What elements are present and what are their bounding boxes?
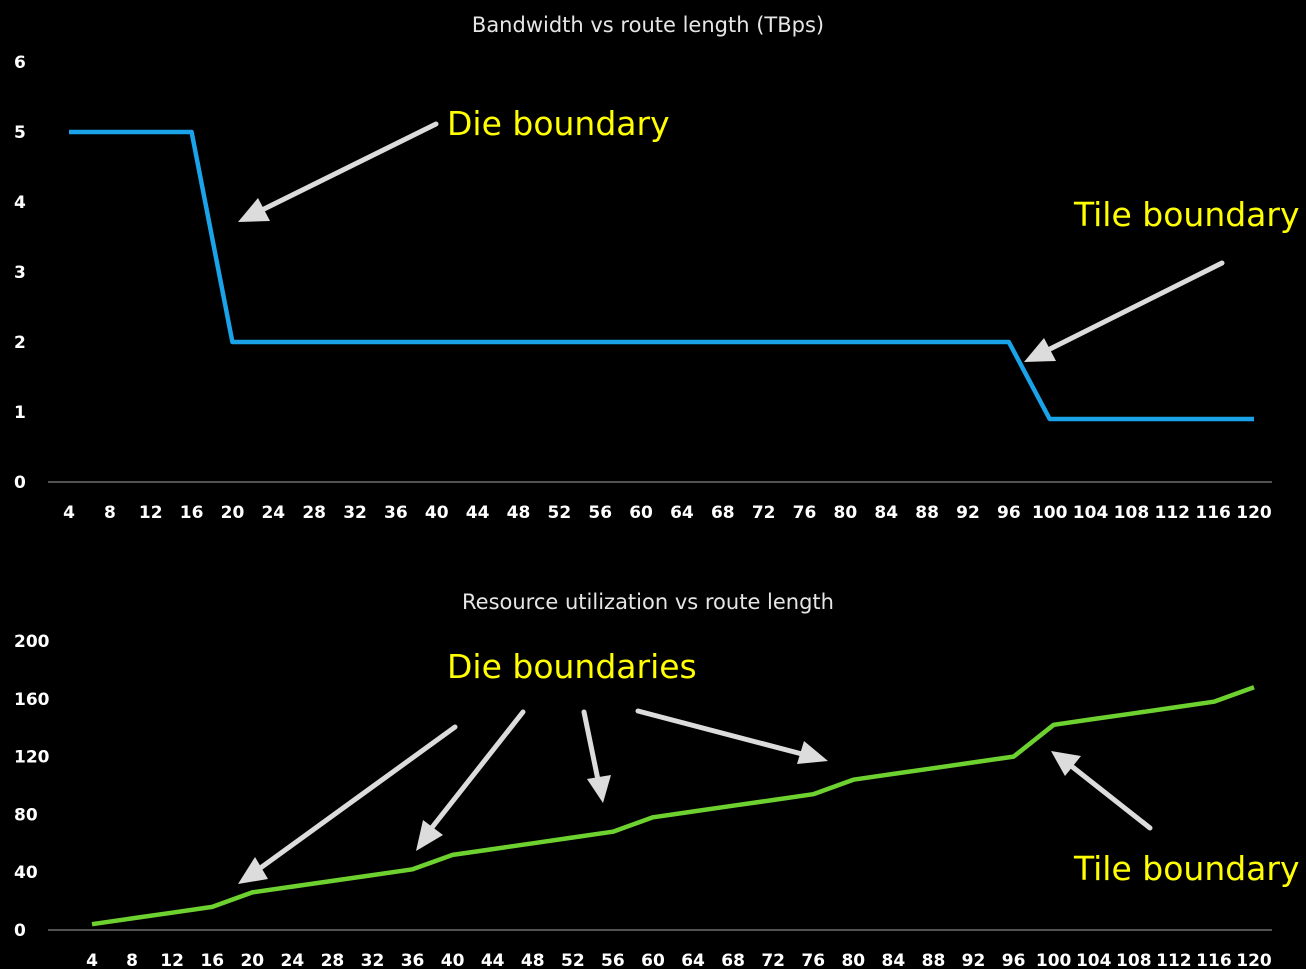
bandwidth-y-tick-label: 0 (14, 473, 26, 493)
bandwidth-x-tick-label: 8 (104, 503, 116, 523)
utilization-x-tick-label: 28 (321, 951, 345, 969)
bandwidth-x-tick-label: 112 (1155, 503, 1191, 523)
utilization-series-line (91, 685, 1255, 927)
bandwidth-y-tick-label: 3 (14, 263, 26, 283)
utilization-x-tick-label: 56 (601, 951, 625, 969)
bandwidth-x-tick-label: 104 (1073, 503, 1109, 523)
die-boundary-label: Die boundary (447, 104, 670, 143)
bandwidth-x-tick-label: 36 (384, 503, 408, 523)
die-boundaries-arrow-1 (238, 724, 458, 884)
bandwidth-x-tick-label: 16 (180, 503, 204, 523)
tile-boundary-arrow-top (1024, 260, 1225, 362)
die-boundaries-label: Die boundaries (447, 647, 697, 686)
bandwidth-x-tick-label: 116 (1195, 503, 1231, 523)
utilization-y-tick-label: 200 (14, 632, 50, 652)
bandwidth-x-tick-label: 20 (221, 503, 245, 523)
bandwidth-x-tick-label: 4 (63, 503, 75, 523)
utilization-x-tick-label: 20 (240, 951, 264, 969)
bandwidth-chart: Bandwidth vs route length (TBps) 0123456… (14, 13, 1300, 523)
utilization-x-tick-label: 64 (681, 951, 705, 969)
utilization-x-tick-label: 16 (200, 951, 224, 969)
bandwidth-x-tick-label: 24 (261, 503, 285, 523)
utilization-x-tick-label: 52 (561, 951, 585, 969)
bandwidth-y-tick-label: 4 (14, 193, 26, 213)
utilization-x-tick-label: 48 (521, 951, 545, 969)
bandwidth-x-tick-label: 76 (793, 503, 817, 523)
utilization-y-tick-label: 120 (14, 748, 50, 768)
bandwidth-x-tick-label: 100 (1032, 503, 1068, 523)
bandwidth-x-tick-label: 88 (915, 503, 939, 523)
bandwidth-x-tick-label: 96 (997, 503, 1021, 523)
bandwidth-x-tick-label: 60 (629, 503, 653, 523)
bandwidth-x-tick-label: 68 (711, 503, 735, 523)
bandwidth-x-tick-label: 64 (670, 503, 694, 523)
bandwidth-x-tick-label: 44 (466, 503, 490, 523)
bandwidth-x-ticks: 4 8 12 16 20 24 28 32 36 40 44 48 52 56 60 64 68 72 76 80 84… (63, 503, 1272, 523)
bandwidth-x-tick-label: 108 (1114, 503, 1150, 523)
utilization-x-tick-label: 116 (1196, 951, 1232, 969)
utilization-y-tick-label: 160 (14, 690, 50, 710)
bandwidth-y-tick-label: 5 (14, 123, 26, 143)
utilization-x-tick-label: 88 (922, 951, 946, 969)
tile-boundary-arrow-bottom (1051, 751, 1153, 831)
utilization-x-ticks: 4 8 12 16 20 24 28 32 36 40 44 48 52 56 60 64 68 72 76 80 84… (86, 951, 1272, 969)
die-boundaries-arrow-2 (416, 709, 526, 851)
utilization-x-tick-label: 112 (1156, 951, 1192, 969)
tile-boundary-label-top: Tile boundary (1073, 195, 1300, 234)
utilization-x-tick-label: 36 (401, 951, 425, 969)
utilization-x-tick-label: 80 (841, 951, 865, 969)
utilization-x-tick-label: 4 (86, 951, 98, 969)
utilization-x-tick-label: 120 (1236, 951, 1272, 969)
utilization-y-ticks: 0 40 80 120 160 200 (14, 632, 50, 941)
utilization-x-tick-label: 68 (721, 951, 745, 969)
utilization-x-tick-label: 92 (962, 951, 986, 969)
bandwidth-x-tick-label: 52 (548, 503, 572, 523)
bandwidth-series-line (69, 129, 1254, 422)
bandwidth-x-tick-label: 80 (834, 503, 858, 523)
utilization-chart-title: Resource utilization vs route length (462, 590, 834, 614)
die-boundaries-arrow-4 (635, 708, 828, 764)
bandwidth-x-tick-label: 12 (139, 503, 163, 523)
die-boundary-arrow (238, 121, 439, 222)
utilization-chart: Resource utilization vs route length 040… (14, 590, 1300, 969)
utilization-y-tick-label: 40 (14, 863, 38, 883)
utilization-x-tick-label: 24 (281, 951, 305, 969)
bandwidth-chart-title: Bandwidth vs route length (TBps) (472, 13, 824, 37)
bandwidth-x-tick-label: 48 (507, 503, 531, 523)
utilization-x-tick-label: 40 (441, 951, 465, 969)
bandwidth-x-tick-label: 84 (874, 503, 898, 523)
utilization-x-tick-label: 32 (361, 951, 385, 969)
bandwidth-y-ticks: 0 1 2 3 4 5 6 (14, 53, 26, 493)
utilization-x-tick-label: 84 (882, 951, 906, 969)
utilization-x-tick-label: 96 (1002, 951, 1026, 969)
tile-boundary-label-bottom: Tile boundary (1073, 849, 1300, 888)
utilization-x-tick-label: 100 (1036, 951, 1072, 969)
bandwidth-x-tick-label: 72 (752, 503, 776, 523)
bandwidth-x-tick-label: 56 (588, 503, 612, 523)
bandwidth-x-tick-label: 28 (302, 503, 326, 523)
die-boundaries-arrow-3 (581, 709, 611, 803)
bandwidth-y-tick-label: 1 (14, 403, 26, 423)
utilization-x-tick-label: 8 (126, 951, 138, 969)
utilization-x-tick-label: 104 (1076, 951, 1112, 969)
utilization-x-tick-label: 44 (481, 951, 505, 969)
bandwidth-y-tick-label: 6 (14, 53, 26, 73)
utilization-x-tick-label: 76 (801, 951, 825, 969)
bandwidth-x-tick-label: 92 (956, 503, 980, 523)
bandwidth-x-tick-label: 40 (425, 503, 449, 523)
utilization-y-tick-label: 80 (14, 805, 38, 825)
utilization-y-tick-label: 0 (14, 921, 26, 941)
utilization-x-tick-label: 108 (1116, 951, 1152, 969)
bandwidth-x-tick-label: 32 (343, 503, 367, 523)
utilization-x-tick-label: 60 (641, 951, 665, 969)
bandwidth-x-tick-label: 120 (1236, 503, 1272, 523)
utilization-x-tick-label: 12 (160, 951, 184, 969)
utilization-x-tick-label: 72 (761, 951, 785, 969)
bandwidth-y-tick-label: 2 (14, 333, 26, 353)
